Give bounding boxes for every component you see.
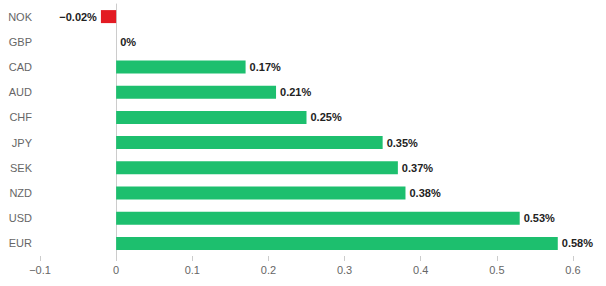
svg-text:JPY: JPY xyxy=(12,137,33,149)
svg-text:SEK: SEK xyxy=(10,162,33,174)
svg-text:0.2: 0.2 xyxy=(261,264,276,276)
svg-text:0.17%: 0.17% xyxy=(250,61,281,73)
svg-text:0.3: 0.3 xyxy=(337,264,352,276)
svg-text:CHF: CHF xyxy=(9,111,32,123)
svg-text:−0.1: −0.1 xyxy=(29,264,51,276)
svg-text:0.5: 0.5 xyxy=(489,264,504,276)
svg-text:0.6: 0.6 xyxy=(565,264,580,276)
svg-text:CAD: CAD xyxy=(9,61,32,73)
svg-text:NOK: NOK xyxy=(8,11,33,23)
svg-text:USD: USD xyxy=(9,212,32,224)
svg-text:AUD: AUD xyxy=(9,86,32,98)
svg-text:GBP: GBP xyxy=(9,36,32,48)
svg-text:NZD: NZD xyxy=(9,187,32,199)
svg-text:0.53%: 0.53% xyxy=(524,212,555,224)
svg-text:0.4: 0.4 xyxy=(413,264,428,276)
svg-text:−0.02%: −0.02% xyxy=(59,11,97,23)
svg-text:EUR: EUR xyxy=(9,237,32,249)
svg-text:0: 0 xyxy=(113,264,119,276)
svg-text:0%: 0% xyxy=(120,36,136,48)
svg-text:0.21%: 0.21% xyxy=(280,86,311,98)
svg-text:0.35%: 0.35% xyxy=(387,137,418,149)
svg-text:0.58%: 0.58% xyxy=(562,237,593,249)
svg-text:0.1: 0.1 xyxy=(185,264,200,276)
svg-text:0.38%: 0.38% xyxy=(409,187,440,199)
svg-text:0.37%: 0.37% xyxy=(402,162,433,174)
svg-text:0.25%: 0.25% xyxy=(311,111,342,123)
